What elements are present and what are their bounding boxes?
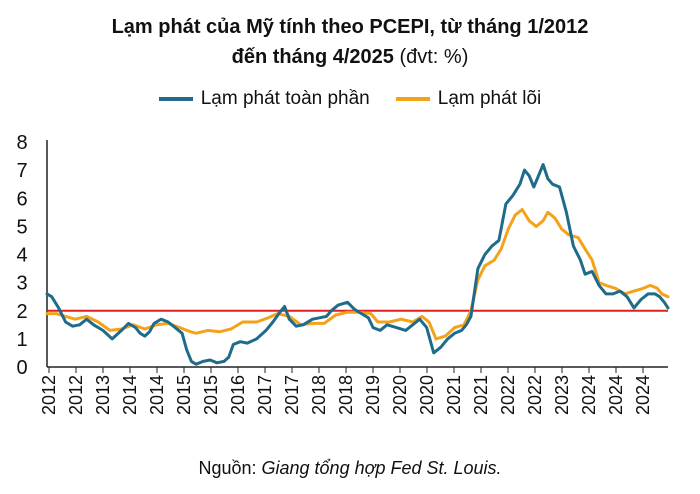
x-tick-label: 2024: [606, 375, 626, 415]
x-tick-label: 2017: [282, 375, 302, 415]
x-tick-label: 2020: [390, 375, 410, 415]
chart-title-period: đến tháng 4/2025: [231, 46, 394, 68]
y-tick-label: 8: [16, 132, 27, 154]
x-tick-label: 2019: [363, 375, 383, 415]
x-tick-label: 2018: [336, 375, 356, 415]
x-tick-label: 2015: [201, 375, 221, 415]
x-tick-label: 2022: [498, 375, 518, 415]
legend-item-headline: Lạm phát toàn phần: [158, 88, 370, 110]
x-tick-label: 2024: [579, 375, 599, 415]
x-tick-label: 2021: [471, 375, 491, 415]
y-tick-label: 5: [16, 216, 27, 238]
chart-title-line1: Lạm phát của Mỹ tính theo PCEPI, từ thán…: [111, 16, 589, 38]
y-tick-label: 1: [16, 329, 27, 351]
x-tick-label: 2014: [120, 375, 140, 415]
x-tick-label: 2015: [174, 375, 194, 415]
x-tick-label: 2018: [309, 375, 329, 415]
x-tick-label: 2014: [147, 375, 167, 415]
y-tick-label: 6: [16, 188, 27, 210]
source-label: Nguồn:: [198, 458, 257, 478]
y-tick-label: 7: [16, 160, 27, 182]
legend-label-core: Lạm phát lõi: [437, 88, 542, 109]
legend-label-headline: Lạm phát toàn phần: [200, 88, 370, 109]
x-tick-label: 2016: [228, 375, 248, 415]
x-tick-label: 2012: [66, 375, 86, 415]
series-line-headline: [45, 163, 670, 366]
x-tick-label: 2020: [417, 375, 437, 415]
x-tick-label: 2012: [39, 375, 59, 415]
source-text: Giang tổng hợp Fed St. Louis.: [261, 458, 502, 478]
y-tick-label: 4: [16, 245, 27, 267]
legend-swatch-headline: [158, 97, 193, 101]
x-tick-label: 2023: [552, 375, 572, 415]
chart-source: Nguồn: Giang tổng hợp Fed St. Louis.: [0, 458, 700, 479]
chart-title-line2: đến tháng 4/2025 (đvt: %): [0, 44, 700, 70]
y-tick-label: 0: [16, 357, 27, 379]
x-tick-label: 2022: [525, 375, 545, 415]
legend-item-core: Lạm phát lõi: [395, 88, 542, 110]
legend-swatch-core: [395, 97, 430, 101]
chart-title-unit: (đvt: %): [399, 46, 469, 68]
x-tick-label: 2017: [255, 375, 275, 415]
x-tick-label: 2024: [633, 375, 653, 415]
y-tick-label: 3: [16, 273, 27, 295]
y-tick-label: 2: [16, 301, 27, 323]
chart-legend: Lạm phát toàn phần Lạm phát lõi: [0, 88, 700, 110]
x-tick-label: 2013: [93, 375, 113, 415]
series-line-core: [45, 208, 670, 341]
x-tick-label: 2021: [444, 375, 464, 415]
